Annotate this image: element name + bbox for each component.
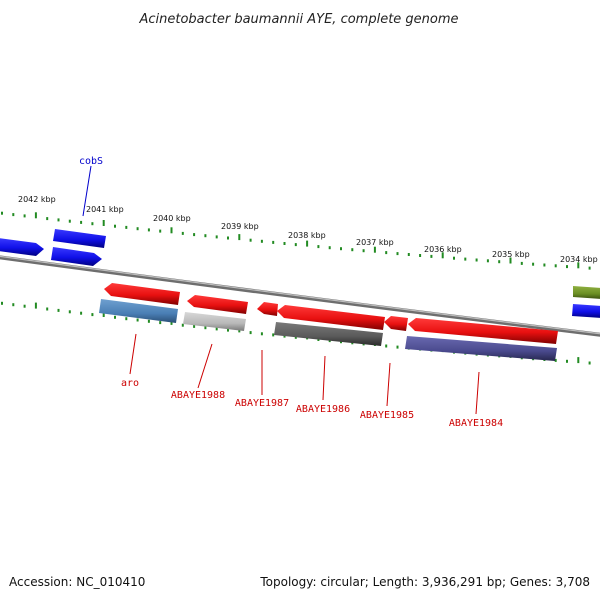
genome-backbone-highlight: [0, 255, 600, 335]
scale-label-2040: 2040 kbp: [153, 214, 191, 223]
lightgray-feature-abaye1988[interactable]: [183, 312, 246, 331]
red-gene-abaye1987[interactable]: [257, 302, 278, 316]
scale-label-2037: 2037 kbp: [356, 238, 394, 247]
scale-label-2035: 2035 kbp: [492, 250, 530, 259]
red-gene-abaye1986[interactable]: [277, 305, 385, 330]
cobs-leader-line: [82, 165, 92, 217]
gene-label-cobs[interactable]: cobS: [79, 156, 103, 167]
blue-gene-cobs-outer[interactable]: [53, 229, 106, 248]
abaye1985-leader-line: [386, 362, 391, 407]
abaye1984-leader-line: [475, 371, 480, 415]
blue-gene-cobs-inner[interactable]: [51, 247, 102, 266]
map-title: Acinetobacter baumannii AYE, complete ge…: [138, 12, 458, 27]
scale-label-2041: 2041 kbp: [86, 205, 124, 214]
scale-label-2036: 2036 kbp: [424, 245, 462, 254]
gene-label-abaye1984[interactable]: ABAYE1984: [449, 418, 503, 429]
abaye1988-leader-line: [197, 343, 213, 389]
scale-label-2042: 2042 kbp: [18, 195, 56, 204]
red-gene-abaye1984[interactable]: [408, 318, 558, 344]
gene-label-abaye1988[interactable]: ABAYE1988: [171, 390, 225, 401]
genome-backbone: [0, 255, 600, 337]
red-gene-abaye1985[interactable]: [384, 316, 408, 331]
gene-label-abaye1987[interactable]: ABAYE1987: [235, 398, 289, 409]
blue-gene-arrow[interactable]: [0, 238, 44, 256]
label-leader-lines: [82, 165, 480, 415]
accession-text: Accession: NC_010410: [9, 575, 145, 589]
blue-gene-right-edge[interactable]: [572, 304, 600, 318]
reverse-strand-features: [104, 283, 558, 344]
gene-label-aro[interactable]: aro: [121, 378, 139, 389]
scale-labels: 2042 kbp 2041 kbp 2040 kbp 2039 kbp 2038…: [18, 195, 598, 264]
scale-label-2034: 2034 kbp: [560, 255, 598, 264]
olive-gene-feature[interactable]: [573, 286, 600, 299]
inner-feature-track: [99, 299, 557, 361]
darkgray-feature-abaye1986[interactable]: [274, 322, 383, 346]
steelblue-feature-aro[interactable]: [99, 299, 178, 323]
scale-label-2038: 2038 kbp: [288, 231, 326, 240]
abaye1986-leader-line: [322, 355, 326, 401]
outer-tick-row: [1, 211, 591, 270]
gene-labels: cobS aro ABAYE1988 ABAYE1987 ABAYE1986 A…: [79, 156, 503, 429]
scale-label-2039: 2039 kbp: [221, 222, 259, 231]
aro-leader-line: [129, 333, 137, 375]
topology-text: Topology: circular; Length: 3,936,291 bp…: [259, 575, 590, 589]
purple-feature-abaye1984[interactable]: [405, 336, 557, 361]
gene-label-abaye1985[interactable]: ABAYE1985: [360, 410, 414, 421]
forward-strand-features: [0, 229, 600, 318]
red-gene-aro[interactable]: [104, 283, 180, 305]
gene-label-abaye1986[interactable]: ABAYE1986: [296, 404, 350, 415]
red-gene-abaye1988[interactable]: [187, 295, 248, 314]
